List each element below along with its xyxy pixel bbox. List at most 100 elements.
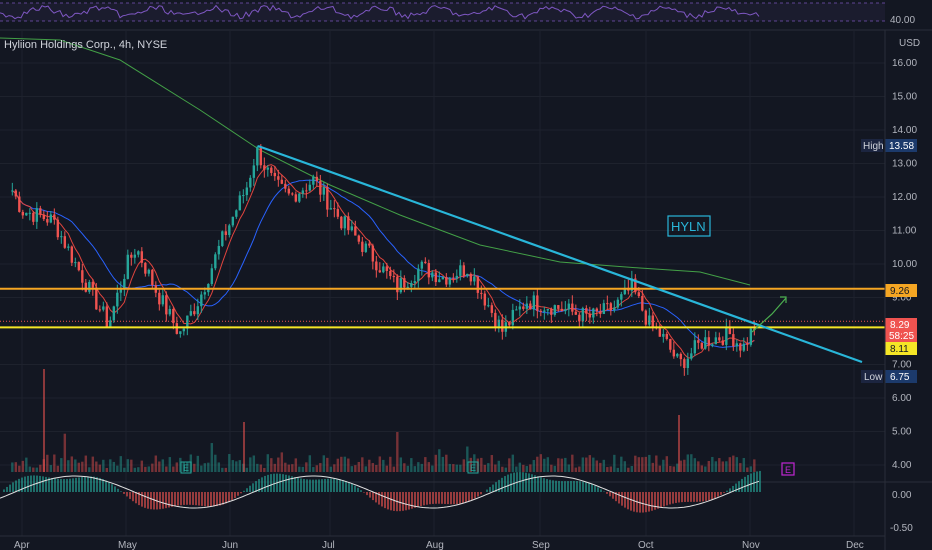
candle-body xyxy=(340,216,343,229)
volume-bar xyxy=(235,461,238,472)
volume-bar xyxy=(273,463,277,472)
candle-body xyxy=(123,278,126,289)
candle-body xyxy=(77,262,81,271)
candle-body xyxy=(259,146,263,166)
volume-bar xyxy=(116,465,119,472)
osc-bar xyxy=(615,492,617,502)
volume-bar xyxy=(238,460,242,472)
volume-bar xyxy=(651,462,655,472)
osc-bar xyxy=(123,492,125,494)
candle-body xyxy=(224,231,228,235)
volume-bar xyxy=(662,459,665,472)
symbol-title[interactable]: Hyliion Holdings Corp., 4h, NYSE xyxy=(4,39,168,51)
trendline[interactable] xyxy=(257,144,863,364)
volume-bar xyxy=(753,459,756,472)
candle-body xyxy=(714,337,718,345)
osc-bar xyxy=(363,492,365,493)
candle-body xyxy=(749,328,753,345)
osc-bar xyxy=(480,492,482,495)
candle-body xyxy=(662,333,665,337)
volume-bar xyxy=(231,460,235,472)
osc-bar xyxy=(228,492,230,502)
osc-bar xyxy=(468,492,470,502)
volume-bar xyxy=(70,456,74,472)
volume-bar xyxy=(354,465,357,472)
volume-bar xyxy=(497,460,501,472)
candle-body xyxy=(196,306,200,315)
candle-body xyxy=(11,190,14,192)
candle-body xyxy=(385,266,389,271)
osc-bar xyxy=(582,481,584,492)
osc-bar xyxy=(69,478,71,492)
osc-bar xyxy=(375,492,377,503)
volume-bar xyxy=(375,464,378,472)
osc-bar xyxy=(111,484,113,492)
earnings-markers[interactable]: E E E xyxy=(180,461,795,476)
candle-body xyxy=(613,307,616,311)
osc-bar xyxy=(33,475,35,492)
candle-body xyxy=(95,287,98,310)
volume-bar xyxy=(459,464,462,472)
earnings-marker-2: E xyxy=(470,463,476,473)
ticker-box[interactable]: HYLN xyxy=(667,215,711,237)
volume-bar xyxy=(389,456,392,472)
candle-body xyxy=(539,310,543,312)
osc-bar xyxy=(309,479,311,492)
osc-bar xyxy=(249,485,251,492)
osc-bar xyxy=(381,492,383,507)
candle-body xyxy=(144,262,147,274)
volume-bar xyxy=(434,454,438,472)
bar-countdown: 58:25 xyxy=(889,331,914,342)
volume-bar xyxy=(501,466,504,472)
osc-bar xyxy=(438,492,440,504)
osc-bar xyxy=(711,492,713,500)
volume-bar xyxy=(648,454,651,472)
volume-bar xyxy=(592,457,595,472)
price-axis-tick: 9.00 xyxy=(892,293,912,304)
candle-body xyxy=(189,311,193,316)
low-label: Low xyxy=(864,372,883,383)
candle-body xyxy=(291,193,294,195)
osc-bar xyxy=(564,481,566,492)
time-axis-tick: Jun xyxy=(222,540,238,550)
volume-bar xyxy=(483,464,487,472)
osc-bar xyxy=(75,477,77,492)
osc-bar xyxy=(258,479,260,492)
time-axis-tick: Sep xyxy=(532,540,550,550)
candle-body xyxy=(746,343,749,345)
candle-body xyxy=(497,319,501,327)
osc-bar xyxy=(141,492,143,507)
time-axis[interactable]: Apr May Jun Jul Aug Sep Oct Nov Dec xyxy=(14,540,864,550)
volume-bar xyxy=(224,467,228,472)
osc-bar xyxy=(78,477,80,492)
candle-body xyxy=(431,272,434,278)
candle-body xyxy=(515,309,518,311)
osc-bar xyxy=(420,492,422,507)
osc-bar xyxy=(72,478,74,492)
volume-bar xyxy=(252,455,256,472)
candle-body xyxy=(476,276,480,293)
volume-bar xyxy=(21,460,25,472)
price-axis-tick: 12.00 xyxy=(892,192,917,203)
osc-bar xyxy=(195,492,197,506)
volume-bar xyxy=(455,464,459,472)
osc-bar xyxy=(555,480,557,492)
price-axis-tick: 13.00 xyxy=(892,159,917,170)
projection-arrow[interactable] xyxy=(751,296,787,333)
candle-body xyxy=(217,245,221,255)
candle-body xyxy=(179,331,182,334)
candle-body xyxy=(112,306,116,321)
osc-bar xyxy=(318,479,320,492)
price-axis[interactable]: 16.00 15.00 14.00 13.00 12.00 11.00 10.00 9.00 7… xyxy=(892,58,917,471)
candle-body xyxy=(546,309,550,311)
volume-bar xyxy=(606,467,609,472)
rsi-panel: 40.00 xyxy=(0,2,915,26)
volume-bar xyxy=(158,461,161,472)
osc-bar xyxy=(738,481,740,492)
volume-bar xyxy=(469,457,473,472)
volume-bar xyxy=(67,460,70,472)
volume-bar xyxy=(249,457,252,472)
osc-bar xyxy=(696,492,698,502)
candle-body xyxy=(382,266,385,273)
